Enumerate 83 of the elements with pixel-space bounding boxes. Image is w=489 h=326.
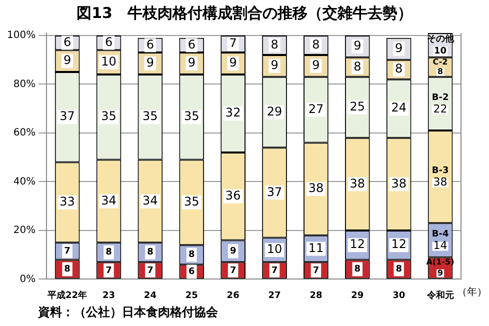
data-label: 6 — [188, 266, 195, 277]
x-tick-label: 令和元 — [426, 290, 454, 301]
y-tick-label: 20% — [13, 225, 36, 236]
y-tick-label: 100% — [6, 30, 36, 42]
y-tick-label: 60% — [13, 128, 36, 139]
data-label: 27 — [308, 102, 324, 116]
data-label: 8 — [396, 264, 402, 275]
data-label: 6 — [146, 37, 154, 52]
data-label: 6 — [188, 37, 196, 52]
data-label: 38 — [308, 181, 324, 196]
x-tick-label: 30 — [392, 290, 406, 301]
data-label: 8 — [270, 37, 278, 52]
data-label: 38 — [350, 176, 366, 190]
data-label: 8 — [354, 264, 361, 275]
data-label: 8 — [354, 59, 362, 74]
data-label: 10 — [266, 242, 282, 256]
x-tick-label: 平成22年 — [46, 290, 88, 301]
data-label: 24 — [391, 100, 406, 115]
data-label: 38 — [433, 176, 448, 189]
data-label: 9 — [270, 58, 278, 72]
data-label: 8 — [312, 37, 320, 52]
data-label: 8 — [106, 248, 112, 258]
data-label: 8 — [147, 248, 154, 258]
series-label: C-2 — [432, 57, 448, 66]
data-label: 7 — [147, 266, 154, 276]
data-label: 14 — [433, 239, 448, 252]
data-label: 34 — [142, 193, 158, 208]
text: 資料：（公社）日本食肉格付協会 — [38, 304, 218, 321]
data-label: 35 — [101, 109, 116, 124]
data-label: 9 — [229, 56, 237, 70]
data-label: 9 — [188, 56, 196, 70]
data-label: 9 — [395, 40, 403, 55]
data-label: 12 — [350, 237, 366, 252]
data-label: 8 — [437, 67, 444, 76]
x-tick-label: 28 — [310, 290, 322, 301]
data-label: 8 — [395, 62, 403, 76]
data-label: 8 — [64, 264, 70, 275]
data-label: 38 — [391, 176, 406, 190]
x-tick-label: 24 — [144, 290, 156, 301]
data-label: 9 — [146, 56, 154, 70]
chart-title: 図13 牛枝肉格付構成割合の推移（交雑牛去勢） — [76, 4, 414, 23]
x-axis-title: （年） — [457, 286, 487, 298]
x-tick-label: 29 — [351, 290, 364, 301]
data-label: 7 — [106, 266, 112, 276]
series-label: B-4 — [432, 230, 449, 240]
data-label: 10 — [434, 46, 447, 57]
data-label: 7 — [312, 266, 320, 276]
data-label: 34 — [101, 193, 116, 208]
y-tick-label: 40% — [13, 176, 36, 188]
x-tick-label: 27 — [268, 290, 281, 301]
data-label: 7 — [229, 36, 237, 50]
data-label: 7 — [64, 246, 70, 257]
x-tick-label: 25 — [185, 290, 198, 301]
data-label: 9 — [230, 246, 236, 257]
data-label: 8 — [188, 250, 195, 260]
data-label: 7 — [230, 266, 236, 276]
data-label: 6 — [63, 34, 72, 49]
data-label: 33 — [60, 194, 75, 209]
y-tick-label: 0% — [20, 274, 36, 285]
series-label: B-2 — [432, 93, 449, 104]
data-label: 9 — [312, 58, 320, 72]
x-tick-label: 26 — [226, 290, 240, 301]
data-label: 25 — [350, 99, 366, 114]
data-label: 35 — [184, 109, 200, 124]
y-tick-label: 80% — [13, 78, 36, 90]
data-label: 37 — [266, 184, 282, 199]
data-label: 6 — [104, 34, 113, 49]
data-label: 9 — [63, 53, 72, 68]
data-label: 29 — [266, 104, 282, 118]
data-label: 36 — [225, 188, 241, 202]
data-label: 9 — [437, 268, 444, 278]
data-label: 7 — [271, 266, 278, 276]
data-label: 32 — [225, 106, 241, 120]
data-label: 35 — [184, 194, 200, 209]
data-label: 10 — [101, 54, 116, 68]
data-label: 22 — [433, 102, 448, 116]
data-label: 12 — [391, 237, 406, 252]
x-tick-label: 23 — [102, 290, 116, 301]
data-label: 11 — [308, 240, 324, 255]
data-label: 37 — [60, 109, 75, 124]
series-label: B-3 — [432, 166, 449, 176]
data-label: 9 — [354, 38, 362, 53]
data-label: 35 — [142, 109, 158, 124]
